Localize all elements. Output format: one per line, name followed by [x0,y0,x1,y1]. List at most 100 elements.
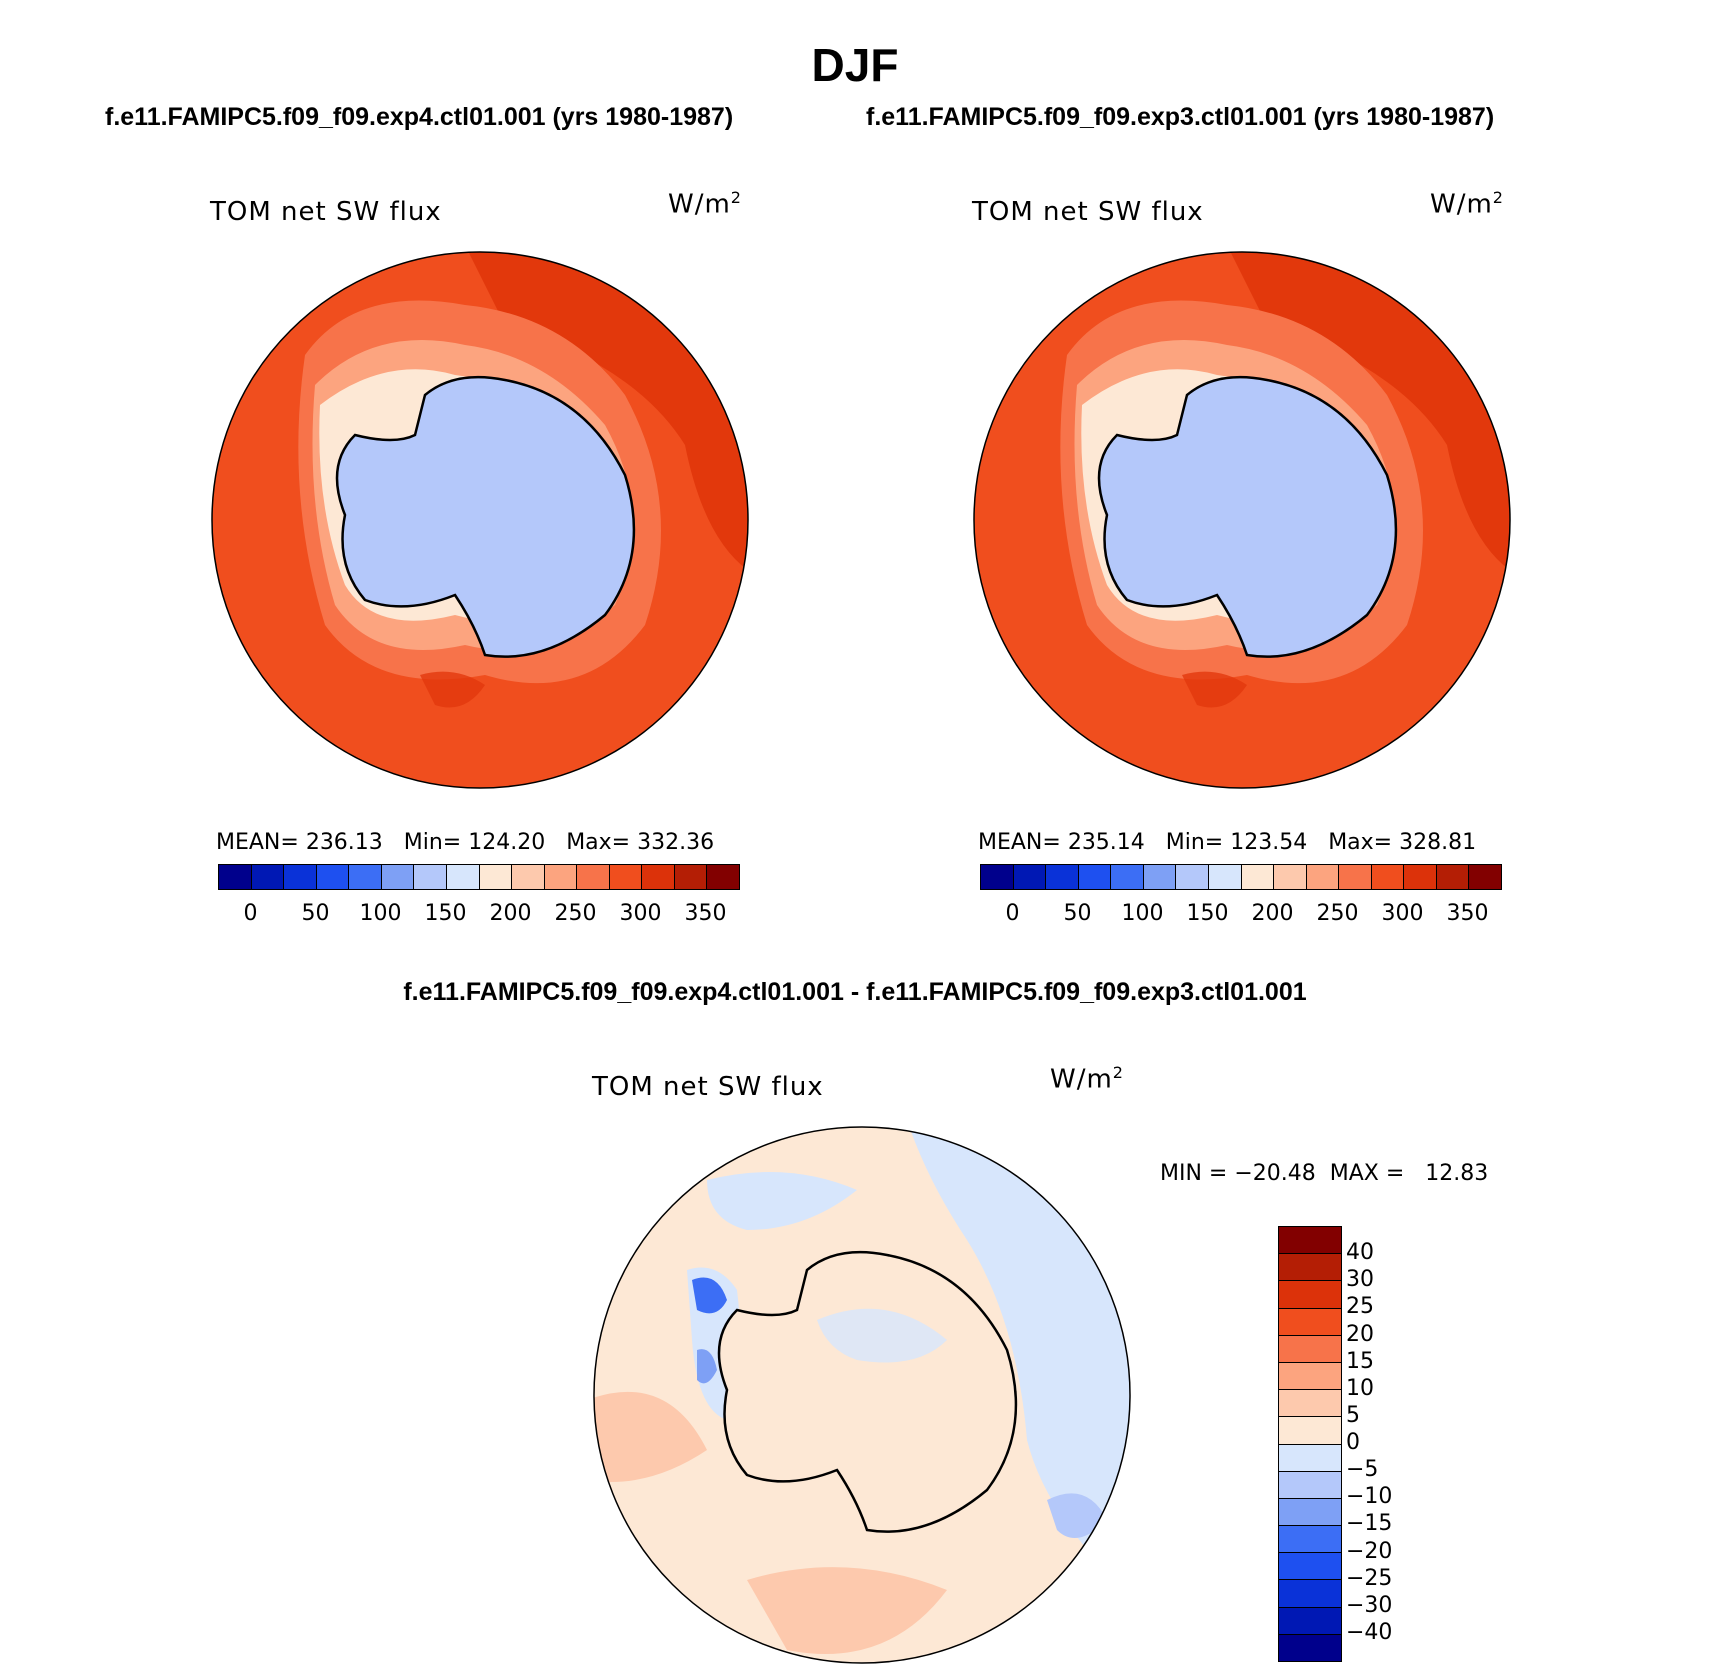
panel3-stats: MIN = −20.48 MAX = 12.83 [1160,1161,1489,1186]
panel3-colorbar-swatch [1279,1308,1341,1336]
panel3-colorbar-tick-label: 30 [1346,1267,1374,1293]
panel3-colorbar-swatch [1279,1444,1341,1472]
panel2-colorbar-tick-label: 50 [1063,901,1092,926]
panel2-colorbar-tick-label: 200 [1251,901,1294,926]
panel2-colorbar-swatch [1143,865,1177,889]
panel3-colorbar-swatch [1279,1471,1341,1499]
panel2-colorbar-swatch [1469,865,1501,889]
panel3-colorbar-swatch [1279,1417,1341,1445]
panel3-colorbar-tick-label: −40 [1346,1619,1393,1645]
panel3-colorbar-swatch [1279,1580,1341,1608]
panel1-polar-map [211,251,749,789]
panel3-colorbar-swatch [1279,1607,1341,1635]
panel1-colorbar-ticks: 0 50 100 150 200 250 300 350 [218,901,738,927]
panel2-colorbar-tick-label: 100 [1121,901,1164,926]
panel3-colorbar-tick-label: −15 [1346,1511,1393,1537]
panel2-colorbar-tick-label: 350 [1446,901,1489,926]
panel3-colorbar-swatch [1279,1526,1341,1554]
panel1-colorbar-swatch [251,865,285,889]
panel2-colorbar-swatch [1436,865,1470,889]
panel3-colorbar-swatch [1279,1390,1341,1418]
case1-title: f.e11.FAMIPC5.f09_f09.exp4.ctl01.001 (yr… [105,103,734,131]
panel3-variable-label: TOM net SW flux [592,1072,824,1102]
panel1-colorbar-swatch [479,865,513,889]
panel1-colorbar-swatch [284,865,317,889]
panel3-colorbar-tick-label: −30 [1346,1592,1393,1618]
panel3-colorbar-swatch [1279,1362,1341,1391]
panel1-colorbar-swatch [642,865,675,889]
panel3-colorbar-tick-label: 5 [1346,1402,1360,1428]
case2-title: f.e11.FAMIPC5.f09_f09.exp3.ctl01.001 (yr… [866,103,1495,131]
panel1-units: W/m2 [668,188,742,220]
panel1-colorbar-tick-label: 300 [619,901,662,926]
panel3-colorbar-tick-label: 25 [1346,1294,1374,1320]
panel3-colorbar-tick-label: 10 [1346,1375,1374,1401]
panel1-colorbar-swatch [349,865,382,889]
panel3-colorbar-tick-label: −5 [1346,1457,1379,1483]
panel1-colorbar-tick-label: 150 [424,901,467,926]
panel3-colorbar-swatch [1279,1254,1341,1282]
panel2-colorbar-swatch [1013,865,1047,889]
panel3-colorbar-tick-label: −20 [1346,1538,1393,1564]
panel2-colorbar-tick-label: 0 [1005,901,1020,926]
panel3-units: W/m2 [1050,1063,1124,1095]
panel2-units: W/m2 [1430,188,1504,220]
panel2-colorbar-tick-label: 150 [1186,901,1229,926]
panel1-colorbar-swatch [674,865,708,889]
difference-title: f.e11.FAMIPC5.f09_f09.exp4.ctl01.001 - f… [403,978,1307,1006]
panel2-colorbar-swatch [1241,865,1275,889]
panel1-stats: MEAN= 236.13 Min= 124.20 Max= 332.36 [216,830,715,855]
panel1-colorbar-swatch [219,865,252,889]
panel1-variable-label: TOM net SW flux [210,197,442,227]
panel1-colorbar-swatch [446,865,480,889]
panel3-colorbar-tick-label: −25 [1346,1565,1393,1591]
panel1-colorbar [218,864,740,890]
panel2-polar-map [973,251,1511,789]
panel1-colorbar-swatch [577,865,610,889]
panel2-colorbar-ticks: 0 50 100 150 200 250 300 350 [980,901,1500,927]
panel2-stats: MEAN= 235.14 Min= 123.54 Max= 328.81 [978,830,1477,855]
panel1-colorbar-tick-label: 250 [554,901,597,926]
panel1-colorbar-swatch [414,865,447,889]
panel3-colorbar-swatch [1279,1335,1341,1363]
panel1-colorbar-swatch [381,865,415,889]
panel2-colorbar-swatch [1404,865,1437,889]
panel3-colorbar-ticks: 40 30 25 20 15 10 5 0 −5 −10 −15 −20 −25 −30 −40 [1346,1226,1426,1660]
panel2-variable-label: TOM net SW flux [972,197,1204,227]
panel2-colorbar-swatch [1111,865,1144,889]
panel1-colorbar-swatch [316,865,350,889]
panel3-colorbar-swatch [1279,1634,1341,1661]
panel2-colorbar-swatch [1339,865,1372,889]
panel3-colorbar-swatch [1279,1281,1341,1309]
panel3-colorbar-tick-label: 15 [1346,1348,1374,1374]
panel1-colorbar-swatch [609,865,643,889]
panel3-colorbar-swatch [1279,1553,1341,1581]
panel1-colorbar-swatch [707,865,739,889]
panel3-colorbar-swatch [1279,1227,1341,1255]
panel2-colorbar-tick-label: 300 [1381,901,1424,926]
panel2-colorbar-swatch [981,865,1014,889]
panel3-colorbar-tick-label: 40 [1346,1240,1374,1266]
panel3-colorbar-tick-label: 0 [1346,1430,1360,1455]
panel2-colorbar-swatch [1046,865,1079,889]
panel3-colorbar-tick-label: −10 [1346,1484,1393,1510]
panel1-colorbar-tick-label: 350 [684,901,727,926]
panel3-colorbar-swatch [1279,1498,1341,1527]
panel1-colorbar-tick-label: 200 [489,901,532,926]
figure-title: DJF [811,39,899,91]
panel1-colorbar-tick-label: 100 [359,901,402,926]
panel1-colorbar-swatch [544,865,578,889]
panel2-colorbar-swatch [1274,865,1307,889]
panel2-colorbar-swatch [1306,865,1340,889]
panel3-polar-difference-map [593,1126,1131,1664]
panel2-colorbar-swatch [1371,865,1405,889]
panel1-colorbar-swatch [512,865,545,889]
panel2-colorbar [980,864,1502,890]
panel2-colorbar-swatch [1078,865,1112,889]
panel3-colorbar-tick-label: 20 [1346,1321,1374,1347]
panel3-colorbar [1278,1226,1342,1662]
panel1-colorbar-tick-label: 0 [243,901,258,926]
panel1-colorbar-tick-label: 50 [301,901,330,926]
panel2-colorbar-swatch [1208,865,1242,889]
panel2-colorbar-swatch [1176,865,1209,889]
